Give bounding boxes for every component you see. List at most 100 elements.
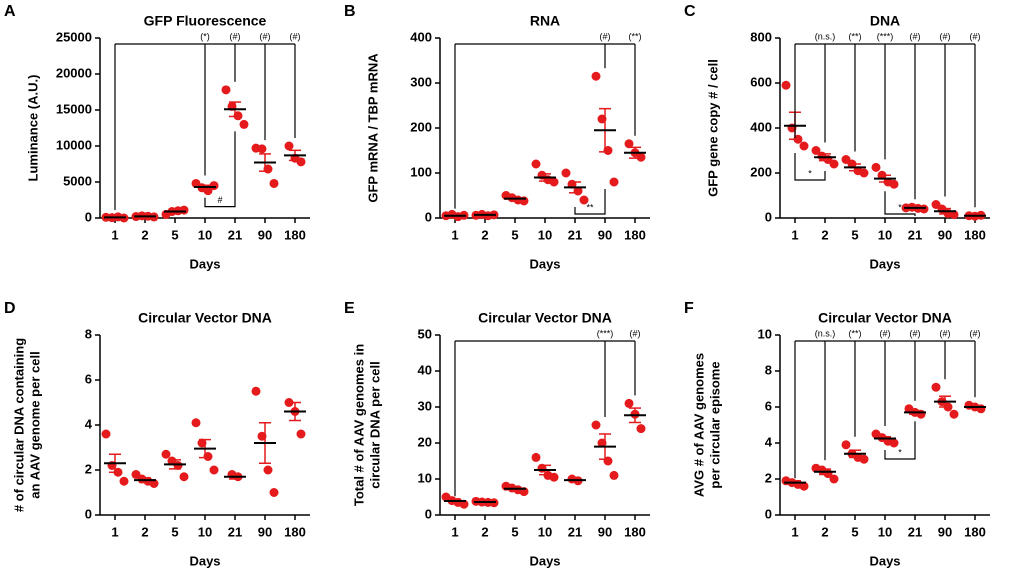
- y-axis-label: # of circular DNA containing: [11, 338, 26, 512]
- panel: A GFP Fluorescence Luminance (A.U.) Days 0 50…: [4, 3, 310, 271]
- x-axis-label: Days: [189, 553, 220, 568]
- y-tick-label: 15000: [56, 101, 92, 116]
- x-tick-label: 21: [228, 227, 242, 242]
- data-point: [161, 449, 171, 459]
- chart-title: Circular Vector DNA: [818, 310, 952, 326]
- pair-bracket: [884, 191, 916, 216]
- data-point: [889, 438, 899, 448]
- x-tick-label: 1: [451, 227, 458, 242]
- y-tick-label: 40: [418, 362, 432, 377]
- data-point: [799, 481, 809, 491]
- significance-label: (#): [940, 31, 951, 41]
- x-tick-label: 90: [938, 227, 952, 242]
- x-tick-label: 10: [198, 227, 212, 242]
- data-point: [949, 210, 959, 220]
- data-point: [296, 157, 306, 167]
- y-tick-label: 400: [410, 29, 432, 44]
- y-tick-label: 0: [85, 506, 92, 521]
- y-axis-label: Luminance (A.U.): [25, 75, 40, 182]
- y-tick-label: 4: [85, 416, 93, 431]
- data-point: [624, 139, 634, 149]
- data-point: [221, 85, 231, 95]
- panel: D Circular Vector DNA # of circular DNA co…: [4, 300, 310, 568]
- panel-letter: B: [344, 3, 356, 20]
- significance-label: (#): [970, 328, 981, 338]
- chart-title: DNA: [870, 13, 900, 29]
- x-tick-label: 21: [568, 524, 582, 539]
- x-axis-label: Days: [529, 256, 560, 271]
- panel-letter: F: [684, 300, 694, 317]
- x-tick-label: 1: [791, 227, 798, 242]
- y-tick-label: 30: [418, 398, 432, 413]
- pair-label: *: [898, 202, 902, 212]
- panel: C DNA GFP gene copy # / cell Days 0 200 400 600…: [684, 3, 990, 271]
- y-tick-label: 4: [765, 434, 773, 449]
- x-tick-label: 21: [568, 227, 582, 242]
- panel-letter: D: [4, 300, 16, 317]
- y-tick-label: 100: [410, 164, 432, 179]
- data-point: [591, 71, 601, 81]
- x-axis-label: Days: [869, 553, 900, 568]
- pair-bracket: [794, 153, 826, 181]
- x-tick-label: 5: [171, 227, 178, 242]
- y-tick-label: 600: [750, 74, 772, 89]
- y-tick-label: 200: [410, 119, 432, 134]
- data-point: [269, 488, 279, 497]
- data-point: [191, 418, 201, 428]
- panel: F Circular Vector DNA AVG # of AAV genomes…: [684, 300, 990, 568]
- data-point: [263, 465, 273, 475]
- data-point: [609, 177, 619, 187]
- data-point: [591, 420, 601, 430]
- data-point: [561, 168, 571, 178]
- data-point: [209, 465, 219, 475]
- data-point: [636, 424, 646, 434]
- data-point: [531, 452, 541, 462]
- significance-label: (#): [290, 31, 301, 41]
- y-tick-label: 0: [765, 506, 772, 521]
- x-tick-label: 10: [538, 227, 552, 242]
- data-point: [841, 440, 851, 450]
- x-tick-label: 180: [284, 227, 306, 242]
- y-tick-label: 0: [425, 506, 432, 521]
- x-tick-label: 2: [821, 227, 828, 242]
- pair-label: #: [217, 195, 222, 205]
- x-tick-label: 90: [598, 524, 612, 539]
- y-tick-label: 5000: [63, 173, 92, 188]
- x-tick-label: 180: [624, 227, 646, 242]
- data-point: [149, 479, 159, 488]
- data-point: [859, 168, 869, 178]
- pair-label: *: [898, 447, 902, 457]
- data-point: [239, 119, 249, 129]
- data-point: [781, 80, 791, 90]
- data-point: [829, 474, 839, 484]
- x-axis-label: Days: [529, 553, 560, 568]
- panel-letter: C: [684, 3, 696, 20]
- significance-label: (#): [970, 31, 981, 41]
- data-point: [179, 472, 189, 482]
- x-tick-label: 21: [908, 227, 922, 242]
- x-tick-label: 5: [511, 227, 518, 242]
- data-point: [931, 382, 941, 392]
- significance-label: (#): [910, 328, 921, 338]
- panel: B RNA GFP mRNA / TBP mRNA Days 0 100 200 300 400…: [344, 3, 650, 271]
- data-point: [251, 386, 261, 396]
- y-axis-label: GFP gene copy # / cell: [705, 59, 720, 197]
- x-tick-label: 2: [141, 227, 148, 242]
- y-axis-label: circular DNA per cell: [367, 361, 382, 488]
- y-axis-label: GFP mRNA / TBP mRNA: [365, 53, 380, 203]
- chart-title: Circular Vector DNA: [138, 310, 272, 326]
- significance-label: (#): [230, 31, 241, 41]
- x-tick-label: 180: [964, 524, 986, 539]
- x-tick-label: 1: [111, 524, 118, 539]
- significance-label: (n.s.): [815, 31, 836, 41]
- pair-bracket: [204, 131, 236, 208]
- significance-label: (***): [597, 328, 614, 338]
- x-tick-label: 2: [481, 227, 488, 242]
- pair-label: **: [586, 202, 594, 212]
- x-tick-label: 5: [171, 524, 178, 539]
- data-point: [296, 429, 306, 439]
- x-tick-label: 90: [258, 227, 272, 242]
- data-point: [624, 398, 634, 408]
- x-tick-label: 2: [481, 524, 488, 539]
- x-tick-label: 10: [538, 524, 552, 539]
